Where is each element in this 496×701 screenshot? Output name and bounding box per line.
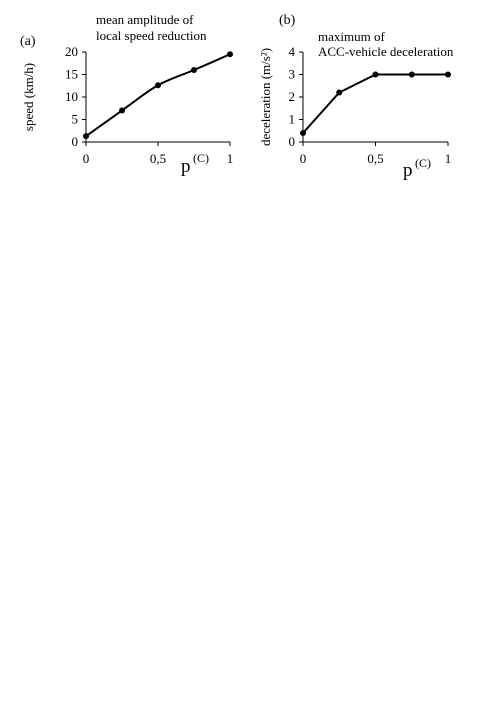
x-tick-label-b: 0 [300,151,307,166]
y-tick-label-a: 5 [72,112,79,127]
x-axis-label-superscript-b: (C) [415,156,431,170]
data-point-b [300,130,306,136]
y-tick-label-b: 2 [289,89,296,104]
data-point-b [372,71,379,78]
panel-label-a: (a) [20,34,36,49]
x-axis-label-a: p [181,156,191,177]
x-tick-label-b: 1 [445,151,452,166]
chart-panel-b: (b) maximum of ACC-vehicle deceleration … [258,13,454,181]
chart-title-a-line2: local speed reduction [96,28,207,43]
chart-title-b-line1: maximum of [318,29,385,44]
y-tick-label-a: 10 [65,89,78,104]
panel-label-b: (b) [279,13,296,28]
data-point-a [83,133,89,140]
y-tick-label-a: 20 [65,44,78,59]
plot-area-b: 0 1 2 3 4 0 0,5 1 [289,44,452,166]
y-tick-label-b: 1 [289,112,296,127]
x-axis-label-b: p [403,160,413,181]
series-line-a [85,53,231,137]
data-point-a [155,82,161,89]
y-tick-label-a: 15 [65,67,78,82]
x-tick-label-a: 1 [227,151,234,166]
y-tick-label-b: 0 [289,134,296,149]
y-axis-label-b: deceleration (m/s²) [258,48,273,146]
data-point-a [119,107,125,114]
plot-area-a: 0 5 10 15 20 0 0,5 1 [65,44,233,166]
data-point-b [445,71,451,78]
x-tick-label-a: 0,5 [150,151,166,166]
y-axis-label-a: speed (km/h) [21,63,36,131]
y-tick-label-b: 4 [289,44,296,59]
data-point-b [408,71,415,78]
y-tick-label-a: 0 [72,134,79,149]
x-tick-label-b: 0,5 [367,151,383,166]
data-point-a [227,51,233,58]
data-point-b [336,89,343,96]
series-line-b [302,73,448,134]
chart-panel-a: (a) mean amplitude of local speed reduct… [20,12,233,177]
x-axis-label-superscript-a: (C) [193,151,209,165]
y-tick-label-b: 3 [289,67,296,82]
data-point-a [191,67,197,73]
x-tick-label-a: 0 [83,151,90,166]
chart-title-a-line1: mean amplitude of [96,12,194,27]
chart-title-b-line2: ACC-vehicle deceleration [318,44,454,59]
